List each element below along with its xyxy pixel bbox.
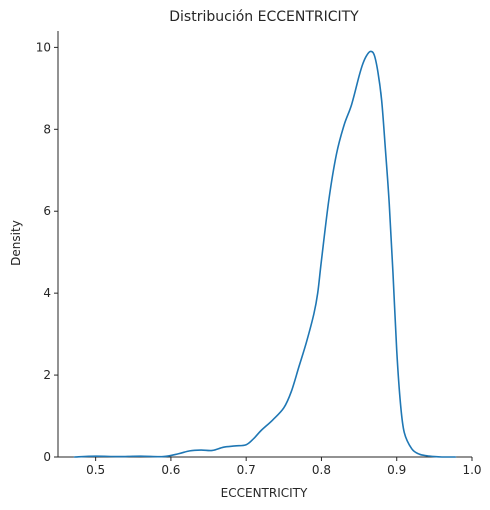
y-tick-label: 8	[43, 122, 51, 136]
x-axis-label: ECCENTRICITY	[221, 486, 308, 500]
y-tick-label: 10	[36, 40, 51, 54]
x-tick-label: 0.5	[86, 463, 105, 477]
y-tick-label: 0	[43, 450, 51, 464]
kde-series-line	[73, 50, 457, 458]
x-tick-label: 0.7	[237, 463, 256, 477]
x-tick-label: 1.0	[462, 463, 481, 477]
y-tick-label: 6	[43, 204, 51, 218]
chart-title: Distribución ECCENTRICITY	[169, 9, 359, 25]
x-tick-label: 0.8	[312, 463, 331, 477]
axes: 0.5 0.6 0.7 0.8 0.9 1.0 0 2 4 6 8 10	[36, 31, 482, 477]
x-tick-label: 0.6	[161, 463, 180, 477]
y-tick-label: 2	[43, 368, 51, 382]
y-axis-label: Density	[9, 220, 23, 266]
x-tick-label: 0.9	[387, 463, 406, 477]
plot-area	[73, 50, 457, 458]
y-tick-label: 4	[43, 286, 51, 300]
